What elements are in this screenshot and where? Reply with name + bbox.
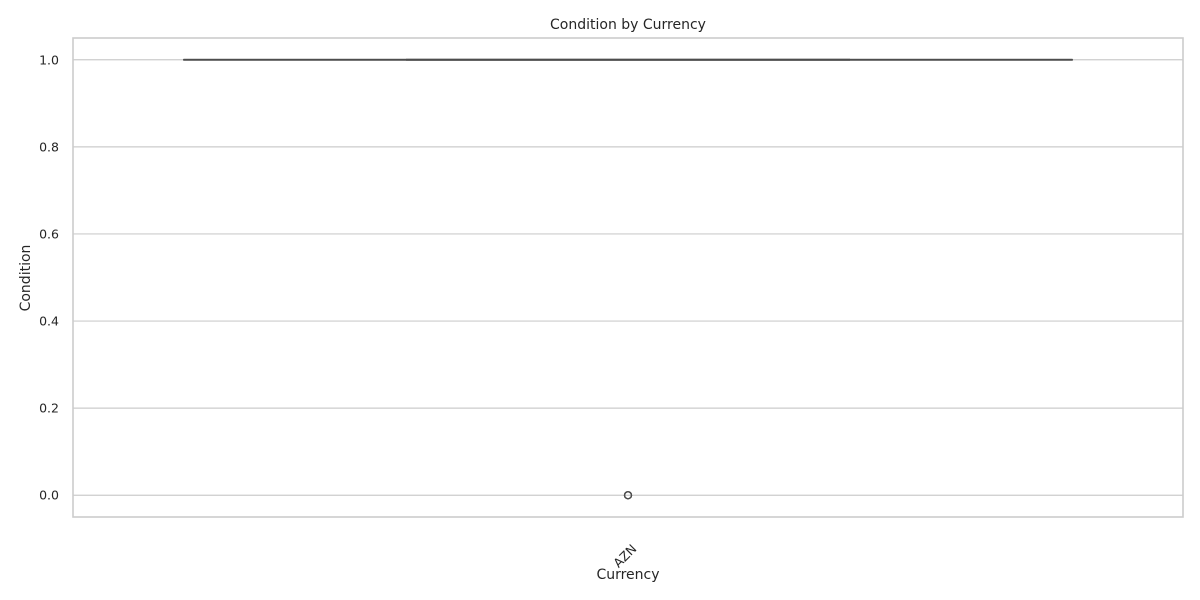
y-tick-label: 1.0 [39, 52, 59, 67]
plot-frame [72, 37, 1184, 518]
y-ticks: 0.0 0.2 0.4 0.6 0.8 1.0 [39, 52, 59, 502]
box-outlier [623, 491, 633, 500]
y-tick-label: 0.2 [39, 401, 59, 416]
y-tick-label: 0.8 [39, 139, 59, 154]
y-tick-label: 0.0 [39, 488, 59, 503]
grid-layer [73, 59, 1183, 496]
chart-title: Condition by Currency [550, 17, 706, 33]
y-axis-label: Condition [18, 245, 34, 312]
y-tick-label: 0.6 [39, 226, 59, 241]
y-tick-label: 0.4 [39, 314, 59, 329]
box-layer [183, 58, 1073, 500]
x-axis-label: Currency [596, 567, 659, 583]
